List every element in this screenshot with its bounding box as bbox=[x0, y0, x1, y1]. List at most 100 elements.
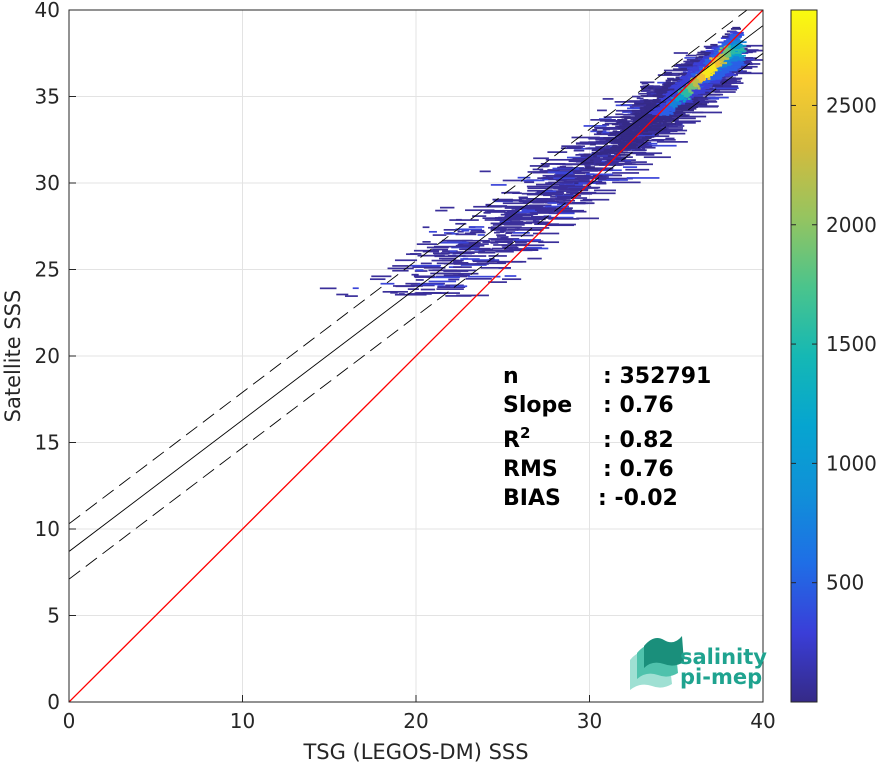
density-cell bbox=[681, 109, 694, 112]
density-cell bbox=[643, 130, 654, 132]
density-cell bbox=[704, 69, 708, 72]
density-cell bbox=[711, 85, 724, 87]
density-cell bbox=[643, 156, 671, 159]
density-cell bbox=[592, 129, 598, 131]
density-cell bbox=[561, 145, 581, 148]
density-cell bbox=[690, 106, 698, 108]
density-cell bbox=[554, 175, 561, 178]
density-cell bbox=[664, 83, 673, 86]
density-cell bbox=[465, 277, 492, 280]
density-cell bbox=[641, 107, 647, 110]
density-cell bbox=[621, 134, 635, 137]
density-cell bbox=[704, 75, 708, 78]
stat-value: : -0.02 bbox=[598, 486, 678, 511]
density-cell bbox=[458, 274, 464, 276]
stat-label: RMS bbox=[503, 457, 558, 482]
density-cell bbox=[645, 85, 654, 87]
density-cell bbox=[730, 28, 742, 30]
density-cell bbox=[671, 101, 675, 104]
density-cell bbox=[675, 76, 682, 79]
density-cell bbox=[727, 52, 731, 56]
density-cell bbox=[634, 102, 644, 105]
density-cell bbox=[718, 53, 722, 57]
density-cell bbox=[714, 91, 736, 93]
density-cell bbox=[502, 179, 534, 182]
density-cell bbox=[703, 70, 707, 73]
density-cell bbox=[502, 202, 526, 205]
density-cell bbox=[664, 107, 668, 110]
y-tick-label: 30 bbox=[35, 171, 60, 195]
density-cell bbox=[721, 70, 728, 73]
density-cell bbox=[732, 31, 744, 34]
density-cell bbox=[659, 92, 664, 94]
density-cell bbox=[685, 86, 689, 90]
y-tick-label: 40 bbox=[35, 0, 60, 22]
density-cell bbox=[336, 293, 349, 296]
density-cell bbox=[694, 81, 698, 84]
density-cell bbox=[449, 250, 457, 253]
density-cell bbox=[693, 88, 701, 91]
density-cell bbox=[511, 208, 538, 210]
density-cell bbox=[448, 278, 460, 281]
density-cell bbox=[726, 37, 732, 40]
density-cell bbox=[663, 108, 667, 112]
density-cell bbox=[703, 77, 707, 81]
density-cell bbox=[628, 143, 649, 145]
density-cell bbox=[544, 193, 561, 196]
density-cell bbox=[664, 87, 671, 90]
density-cell bbox=[727, 46, 731, 49]
density-cell bbox=[627, 147, 641, 150]
density-cell bbox=[548, 212, 575, 215]
density-cell bbox=[527, 207, 541, 210]
density-cell bbox=[460, 264, 487, 266]
density-cell bbox=[650, 110, 661, 113]
density-cell bbox=[659, 89, 668, 92]
y-axis-label: Satellite SSS bbox=[1, 290, 25, 423]
density-cell bbox=[653, 107, 661, 109]
density-cell bbox=[573, 149, 585, 152]
logo-line1: salinity bbox=[680, 645, 767, 669]
density-cell bbox=[496, 231, 505, 233]
density-cell bbox=[590, 143, 596, 146]
density-cell bbox=[407, 288, 419, 291]
density-cell bbox=[724, 54, 728, 57]
colorbar-gradient bbox=[791, 10, 817, 702]
density-cell bbox=[387, 267, 414, 270]
density-cell bbox=[632, 139, 647, 142]
density-cell bbox=[684, 57, 701, 59]
density-cell bbox=[455, 244, 485, 247]
density-cell bbox=[636, 124, 648, 126]
density-cell bbox=[686, 59, 713, 61]
density-cell bbox=[622, 113, 640, 116]
density-cell bbox=[701, 74, 705, 77]
density-cells bbox=[319, 26, 763, 297]
density-cell bbox=[640, 113, 646, 116]
density-cell bbox=[687, 74, 695, 77]
density-cell bbox=[496, 234, 507, 236]
density-cell bbox=[721, 58, 725, 61]
density-cell bbox=[414, 276, 434, 278]
density-cell bbox=[509, 213, 527, 216]
density-cell bbox=[422, 226, 430, 229]
x-axis-label: TSG (LEGOS-DM) SSS bbox=[302, 740, 528, 764]
density-cell bbox=[644, 100, 651, 103]
density-cell bbox=[547, 169, 560, 171]
density-cell bbox=[496, 260, 527, 263]
density-cell bbox=[651, 122, 662, 125]
density-cell bbox=[645, 114, 650, 117]
density-cell bbox=[710, 43, 718, 46]
density-cell bbox=[637, 120, 645, 122]
density-cell bbox=[612, 130, 618, 133]
density-cell bbox=[660, 88, 675, 91]
density-cell bbox=[622, 163, 653, 166]
density-cell bbox=[590, 192, 616, 195]
density-cell bbox=[503, 223, 525, 226]
density-cell bbox=[634, 101, 649, 104]
density-cell bbox=[702, 70, 706, 73]
density-cell bbox=[699, 77, 703, 80]
density-cell bbox=[505, 249, 533, 252]
density-cell bbox=[504, 275, 517, 277]
density-cell bbox=[547, 187, 561, 189]
density-cell bbox=[514, 240, 544, 243]
density-cell bbox=[437, 285, 462, 288]
